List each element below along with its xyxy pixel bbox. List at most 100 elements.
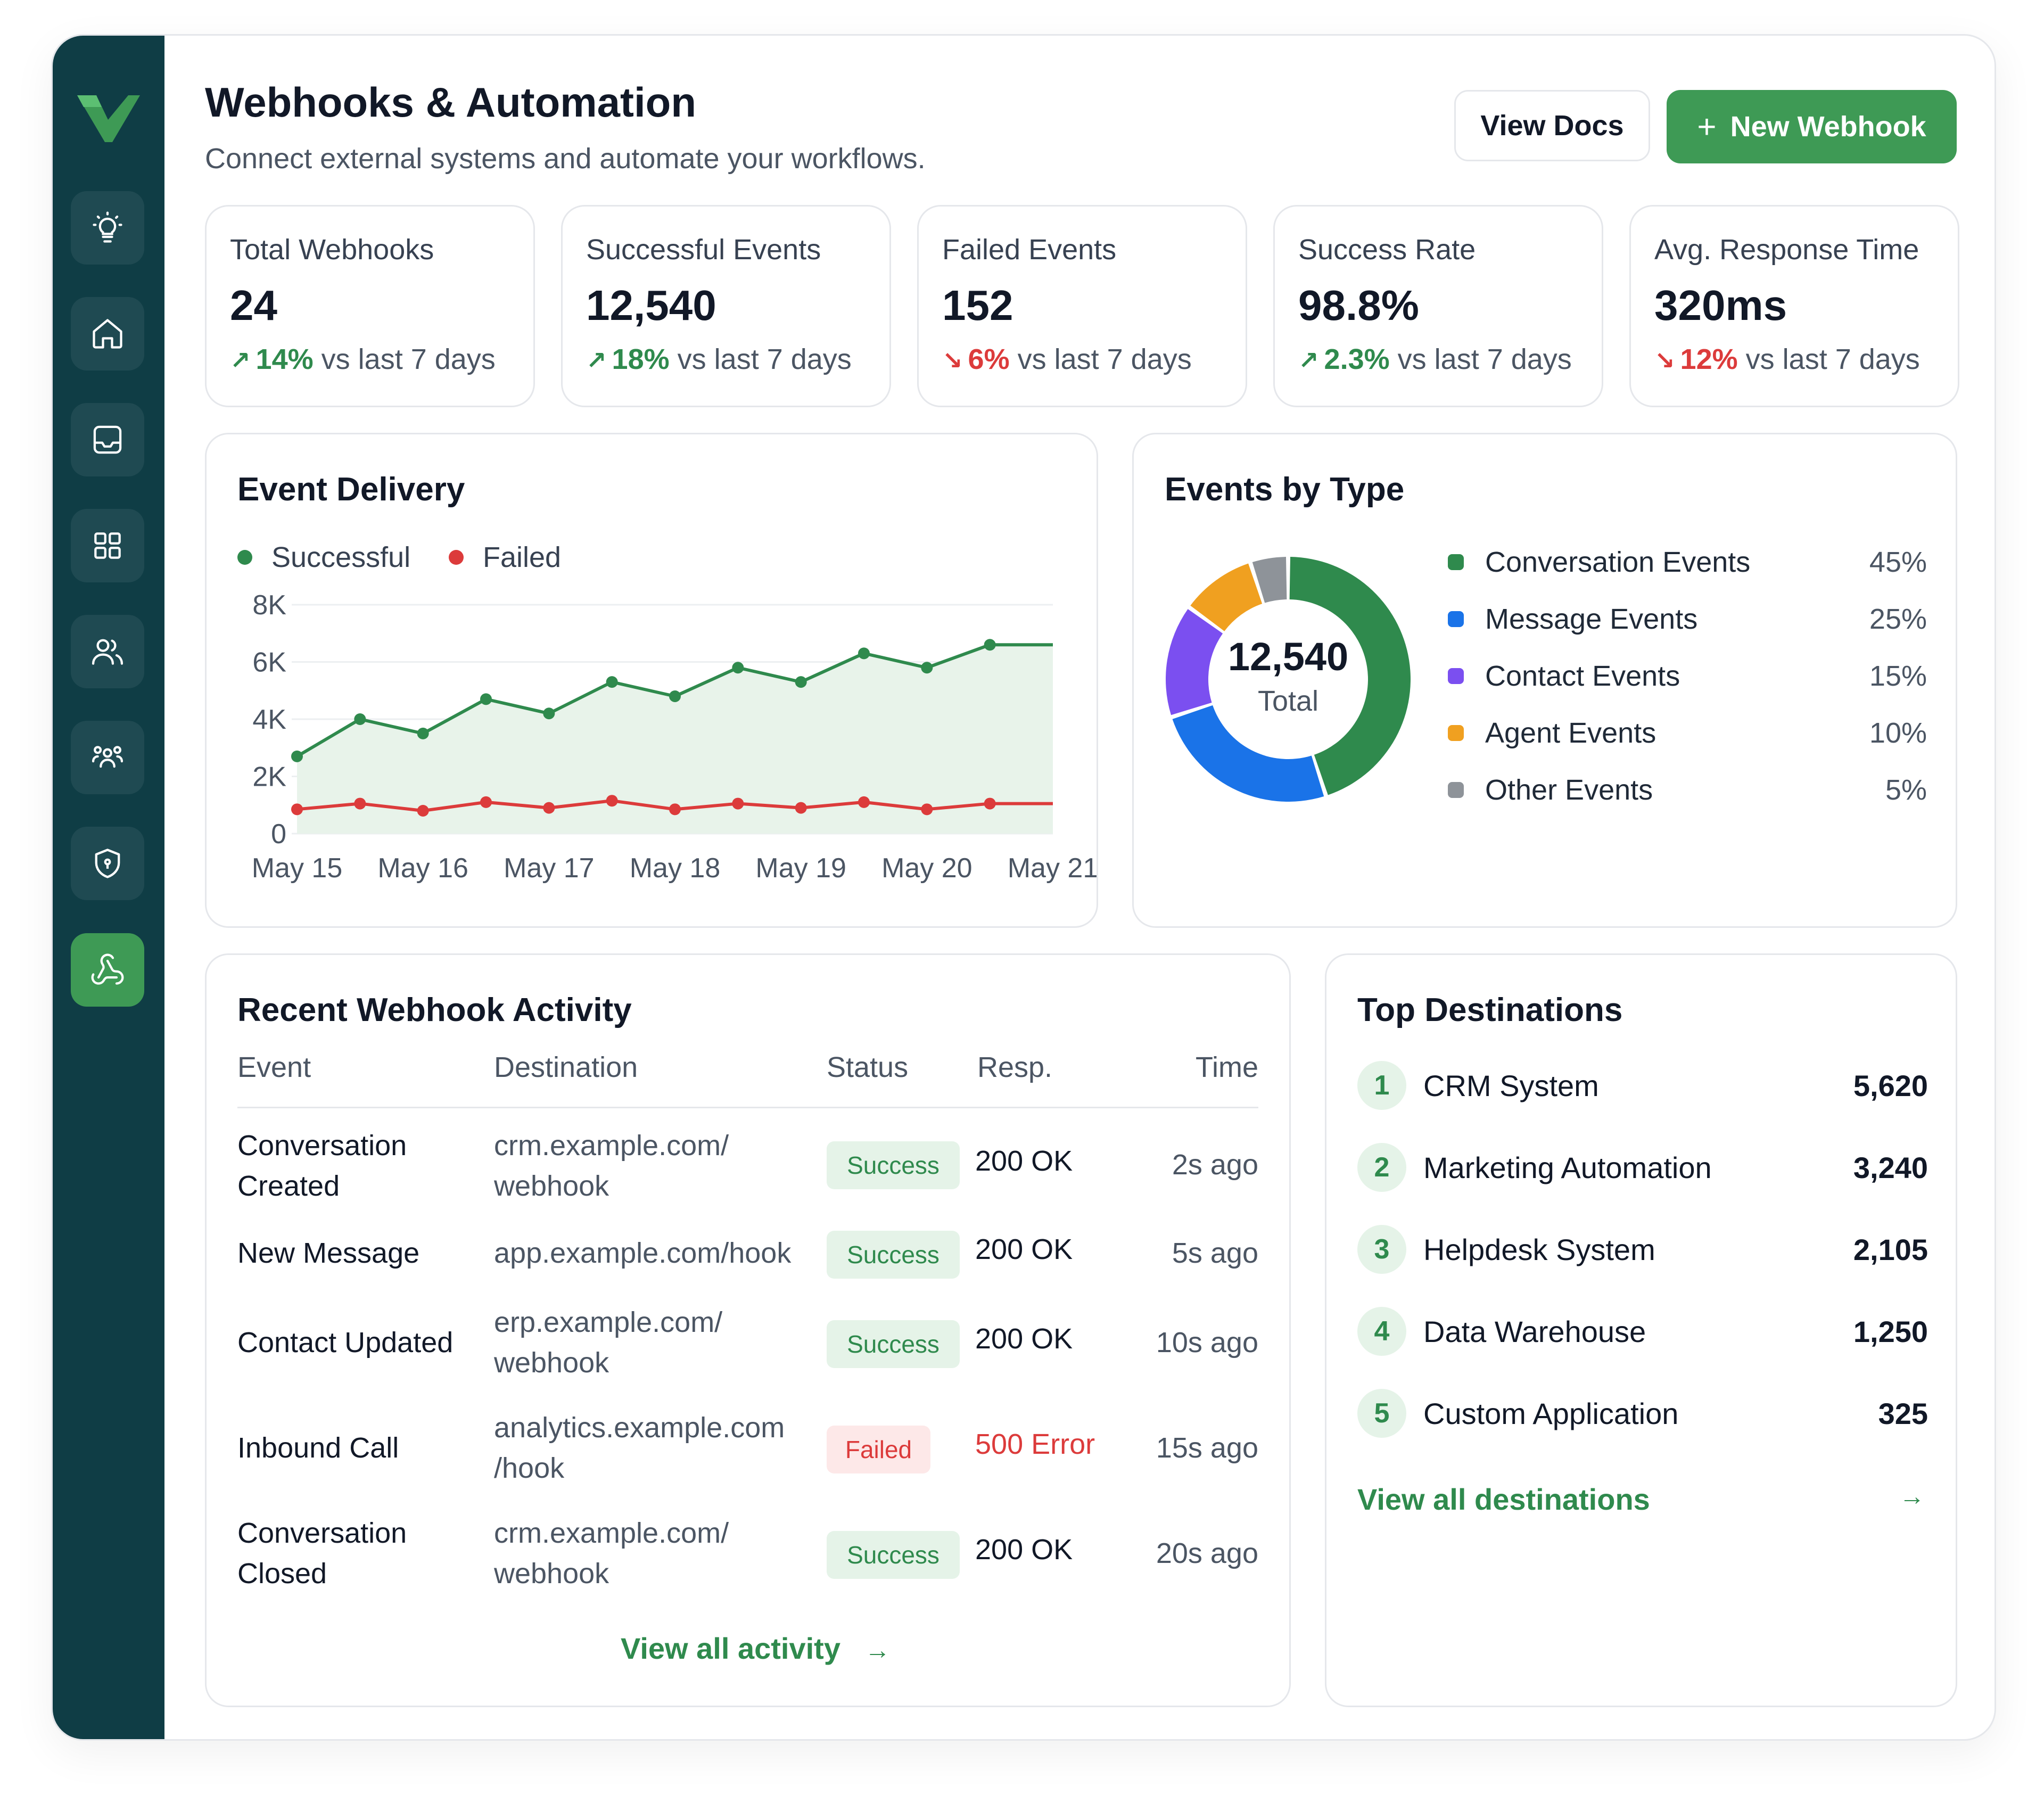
sidebar-item-inbox[interactable] xyxy=(71,403,144,476)
legend-square-icon xyxy=(1448,611,1464,627)
response-code: 200 OK xyxy=(975,1534,1073,1566)
legend-dot-icon xyxy=(237,550,252,565)
response-code: 200 OK xyxy=(975,1233,1073,1265)
plus-icon: + xyxy=(1697,108,1717,145)
row-time: 5s ago xyxy=(1172,1237,1258,1269)
data-point-successful xyxy=(921,662,933,674)
stat-card-successful-events: Successful Events 12,540 ↗ 18% vs last 7 … xyxy=(561,205,891,407)
stat-value: 12,540 xyxy=(586,282,716,329)
data-point-successful xyxy=(480,693,492,705)
column-header-destination: Destination xyxy=(494,1051,638,1083)
column-header-resp: Resp. xyxy=(977,1051,1053,1083)
data-point-successful xyxy=(354,713,366,725)
table-row-event: Contact Updated xyxy=(237,1327,454,1359)
table-row-event: Inbound Call xyxy=(237,1432,399,1464)
events-by-type-title: Events by Type xyxy=(1165,471,1405,508)
data-point-failed xyxy=(480,796,492,808)
sidebar-item-home[interactable] xyxy=(71,297,144,371)
data-point-failed xyxy=(291,803,303,816)
inbox-icon xyxy=(93,425,122,454)
status-badge: Success xyxy=(827,1141,960,1189)
row-time: 20s ago xyxy=(1156,1537,1258,1569)
row-time: 15s ago xyxy=(1156,1432,1258,1464)
status-badge: Success xyxy=(827,1231,960,1279)
stat-trend: ↗ 2.3% vs last 7 days xyxy=(1298,343,1572,375)
webhook-icon xyxy=(91,953,124,985)
legend-failed: Failed xyxy=(449,541,561,574)
event-delivery-chart: 0 2K 4K 6K 8K May 15 May 16 May 17 May 18 May 19 M… xyxy=(252,590,1097,884)
view-docs-button[interactable]: View Docs xyxy=(1454,90,1650,161)
stat-label: Total Webhooks xyxy=(230,234,434,266)
trend-down-icon: ↘ xyxy=(1654,347,1675,374)
data-point-successful xyxy=(291,750,303,762)
x-tick-label: May 15 xyxy=(252,853,343,884)
stat-trend: ↘ 12% vs last 7 days xyxy=(1654,343,1920,375)
users-icon xyxy=(92,639,123,665)
legend-successful: Successful xyxy=(237,541,410,574)
header-divider xyxy=(237,1107,1258,1108)
donut-slice xyxy=(1190,563,1263,631)
column-header-time: Time xyxy=(1196,1051,1258,1083)
stat-card-avg-response-time: Avg. Response Time 320ms ↘ 12% vs last 7 … xyxy=(1629,205,1959,407)
y-tick-label: 8K xyxy=(252,590,286,621)
data-point-failed xyxy=(354,797,366,810)
y-tick-label: 6K xyxy=(252,647,286,678)
page-title: Webhooks & Automation xyxy=(205,79,696,126)
table-row-event: New Message xyxy=(237,1237,420,1269)
top-destinations-title: Top Destinations xyxy=(1357,992,1623,1028)
arrow-right-icon[interactable]: → xyxy=(1899,1483,1925,1511)
donut-slice xyxy=(1252,557,1287,603)
table-row-destination: app.example.com/hook xyxy=(494,1237,792,1269)
sidebar-item-security[interactable] xyxy=(71,827,144,900)
view-all-activity-link[interactable]: View all activity → xyxy=(621,1632,891,1665)
trend-up-icon: ↗ xyxy=(586,347,607,374)
legend-square-icon xyxy=(1448,668,1464,684)
arrow-right-icon: → xyxy=(864,1636,891,1665)
table-row-destination: crm.example.com/webhook xyxy=(494,1130,729,1202)
grid-icon xyxy=(94,532,121,559)
response-code: 200 OK xyxy=(975,1145,1073,1177)
app-window: Webhooks & Automation Connect external s… xyxy=(51,34,1996,1741)
destination-row: 4 Data Warehouse 1,250 xyxy=(1357,1305,1928,1358)
shield-icon xyxy=(95,849,120,878)
stat-value: 320ms xyxy=(1654,282,1787,329)
home-icon xyxy=(93,319,122,349)
stat-card-success-rate: Success Rate 98.8% ↗ 2.3% vs last 7 days xyxy=(1273,205,1603,407)
y-tick-label: 4K xyxy=(252,704,286,735)
y-tick-label: 0 xyxy=(271,819,286,850)
event-type-row: Conversation Events 45% xyxy=(1448,541,1927,583)
recent-activity-card: Recent Webhook Activity Event Destinatio… xyxy=(205,953,1291,1707)
stat-label: Avg. Response Time xyxy=(1654,234,1919,266)
row-time: 10s ago xyxy=(1156,1327,1258,1359)
sidebar-item-insights[interactable] xyxy=(71,191,144,265)
row-time: 2s ago xyxy=(1172,1149,1258,1181)
legend-dot-icon xyxy=(449,550,464,565)
table-row-destination: crm.example.com/webhook xyxy=(494,1517,729,1590)
x-tick-label: May 17 xyxy=(504,853,595,884)
data-point-successful xyxy=(732,662,744,674)
sidebar-item-contacts[interactable] xyxy=(71,615,144,688)
sidebar-item-teams[interactable] xyxy=(71,721,144,794)
event-type-row: Contact Events 15% xyxy=(1448,655,1927,697)
data-point-successful xyxy=(669,690,681,702)
stat-value: 98.8% xyxy=(1298,282,1419,329)
stat-trend: ↗ 18% vs last 7 days xyxy=(586,343,852,375)
x-tick-label: May 19 xyxy=(755,853,846,884)
status-badge: Failed xyxy=(827,1426,930,1473)
donut-total-value: 12,540 xyxy=(1227,635,1349,679)
donut-slice xyxy=(1166,609,1223,715)
sidebar-item-webhooks[interactable] xyxy=(71,933,144,1007)
data-point-failed xyxy=(921,803,933,816)
new-webhook-button[interactable]: + New Webhook xyxy=(1667,90,1957,163)
destination-row: 2 Marketing Automation 3,240 xyxy=(1357,1141,1928,1194)
data-point-successful xyxy=(984,639,996,651)
events-by-type-card: Events by Type 12,540 Total Conversation… xyxy=(1132,433,1957,928)
sidebar-item-apps[interactable] xyxy=(71,509,144,582)
stat-card-failed-events: Failed Events 152 ↘ 6% vs last 7 days xyxy=(917,205,1247,407)
view-all-destinations-link[interactable]: View all destinations xyxy=(1357,1483,1650,1516)
event-type-row: Agent Events 10% xyxy=(1448,712,1927,754)
response-code: 200 OK xyxy=(975,1323,1073,1355)
recent-activity-title: Recent Webhook Activity xyxy=(237,992,632,1028)
stat-trend: ↗ 14% vs last 7 days xyxy=(230,343,496,375)
x-tick-label: May 20 xyxy=(881,853,972,884)
